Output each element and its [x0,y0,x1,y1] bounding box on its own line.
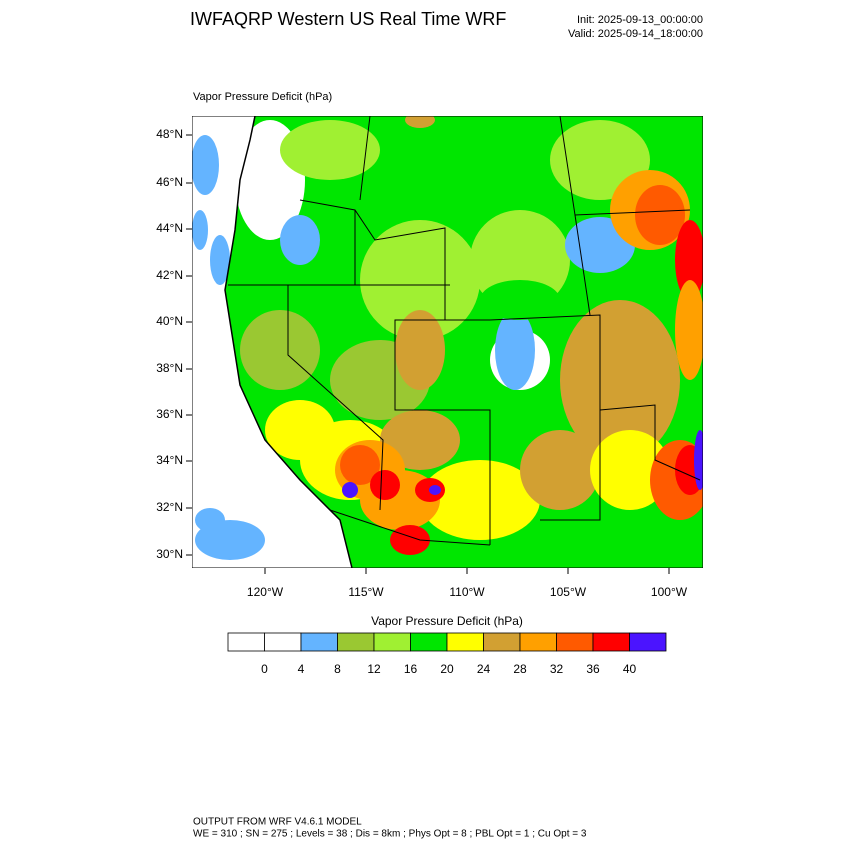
colorbar-box [227,632,265,652]
field-patch [520,430,600,510]
field-patch [280,215,320,265]
field-patch [195,508,225,532]
map-field [192,116,703,568]
colorbar-box [556,632,594,652]
colorbar-label: 32 [550,662,564,676]
colorbar-label: 24 [477,662,491,676]
footer-line: WE = 310 ; SN = 275 ; Levels = 38 ; Dis … [193,829,587,840]
colorbar-label: 28 [513,662,527,676]
colorbar-box [410,632,448,652]
field-patch [675,280,703,380]
lon-tick-label: 100°W [651,585,688,599]
colorbar-label: 36 [586,662,600,676]
lat-tick-label: 48°N [156,127,183,141]
field-patch [590,430,670,510]
title: IWFAQRP Western US Real Time WRF [190,9,506,29]
lat-tick-label: 40°N [156,314,183,328]
field-patch [480,280,560,320]
field-patch [395,310,445,390]
field-patch [240,310,320,390]
lon-tick-label: 120°W [247,585,284,599]
colorbar-label: 16 [404,662,418,676]
field-patch [635,185,685,245]
colorbar-box [373,632,411,652]
field-patch [675,220,703,300]
colorbar-box [483,632,521,652]
colorbar-box [519,632,557,652]
lat-tick-label: 34°N [156,453,183,467]
field-patch [360,220,480,340]
lon-tick-label: 110°W [449,585,485,599]
field-patch [420,460,540,540]
lat-tick-label: 30°N [156,547,183,561]
colorbar-box [300,632,338,652]
colorbar-box [592,632,630,652]
borders [224,116,701,568]
lon-tick-label: 105°W [550,585,587,599]
colorbar-label: 40 [623,662,637,676]
colorbar-title: Vapor Pressure Deficit (hPa) [371,614,523,628]
field-patch [390,525,430,555]
colorbar-box [629,632,667,652]
lat-tick-label: 38°N [156,361,183,375]
valid-time: Valid: 2025-09-14_18:00:00 [568,28,703,40]
field-label: Vapor Pressure Deficit (hPa) [193,91,332,103]
colorbar-label: 8 [334,662,341,676]
lat-tick-label: 32°N [156,500,183,514]
colorbar-label: 4 [298,662,305,676]
field-patch [342,482,358,498]
colorbar-box [264,632,302,652]
colorbar-label: 0 [261,662,268,676]
init-time: Init: 2025-09-13_00:00:00 [577,14,703,26]
lat-tick-label: 36°N [156,407,183,421]
colorbar-box [446,632,484,652]
field-patch [340,445,380,485]
colorbar-box [337,632,375,652]
lon-tick-label: 115°W [348,585,384,599]
field-patch [694,430,703,490]
field-patch [429,485,441,495]
field-patch [370,470,400,500]
field-patch [280,120,380,180]
lat-tick-label: 46°N [156,175,183,189]
field-patch [210,235,230,285]
lat-tick-label: 42°N [156,268,183,282]
colorbar-label: 12 [367,662,381,676]
colorbar-label: 20 [440,662,454,676]
field-patch [192,210,208,250]
field-patch [495,310,535,390]
lat-tick-label: 44°N [156,221,183,235]
field-patch [405,116,435,128]
footer-line: OUTPUT FROM WRF V4.6.1 MODEL [193,817,362,828]
field-patch [560,300,680,460]
field-patch [192,135,219,195]
